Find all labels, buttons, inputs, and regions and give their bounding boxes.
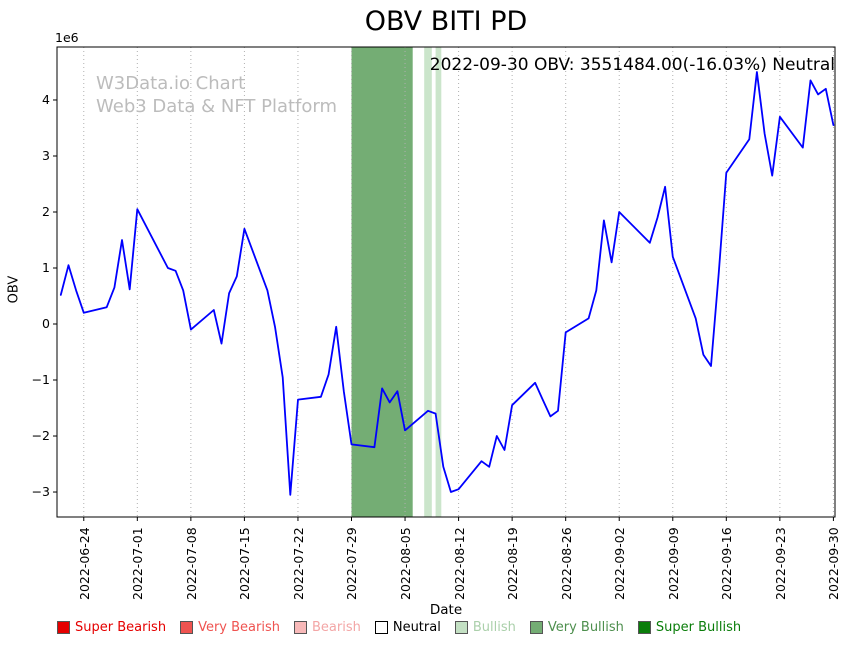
y-tick-label: −1 (31, 372, 50, 387)
legend-swatch (374, 621, 388, 634)
y-tick-label: −2 (31, 428, 50, 444)
legend-label: Very Bullish (547, 620, 624, 635)
y-axis-label: OBV (6, 275, 22, 304)
legend-item-bearish: Bearish (293, 620, 361, 635)
legend-item-super-bearish: Super Bearish (57, 620, 166, 635)
x-tick-label: 2022-07-01 (130, 527, 146, 600)
legend-label: Very Bearish (198, 620, 280, 635)
x-tick-label: 2022-07-08 (183, 527, 199, 600)
legend-label: Super Bearish (75, 620, 167, 635)
legend-swatch (180, 621, 194, 634)
legend-swatch (293, 621, 307, 634)
legend-item-very-bullish: Very Bullish (529, 620, 624, 635)
x-tick-label: 2022-09-16 (719, 527, 735, 600)
legend-label: Bullish (472, 620, 516, 635)
y-tick-label: 2 (42, 203, 50, 219)
legend-item-very-bearish: Very Bearish (180, 620, 280, 635)
x-tick-label: 2022-08-19 (505, 527, 521, 600)
legend-label: Neutral (392, 620, 441, 635)
legend-item-neutral: Neutral (374, 620, 441, 635)
x-tick-label: 2022-08-05 (398, 527, 414, 600)
x-tick-label: 2022-07-22 (290, 527, 306, 600)
legend-label: Bearish (311, 620, 361, 635)
x-tick-label: 2022-09-09 (665, 527, 681, 600)
obv-line (59, 71, 835, 496)
x-axis-label: Date (429, 602, 463, 618)
watermark: W3Data.io Chart Web3 Data & NFT Platform (96, 72, 337, 119)
signal-band-bullish (435, 47, 442, 517)
y-tick-label: 0 (42, 316, 50, 331)
y-tick-label: −3 (31, 484, 50, 500)
x-tick-label: 2022-07-15 (237, 527, 253, 600)
legend-swatch (637, 621, 651, 634)
x-tick-label: 2022-08-12 (451, 527, 467, 600)
signal-band-very-bullish (351, 47, 413, 517)
axes-box (56, 46, 836, 518)
signal-legend: Super Bearish Very Bearish Bearish Neutral B… (57, 620, 741, 635)
legend-swatch (57, 621, 70, 634)
x-tick-label: 2022-09-23 (772, 527, 788, 600)
legend-label: Super Bullish (655, 620, 742, 635)
x-tick-label: 2022-07-29 (344, 527, 360, 600)
watermark-line-1: W3Data.io Chart (96, 73, 246, 94)
y-axis-offset-text: 1e6 (55, 30, 79, 45)
x-tick-label: 2022-06-24 (76, 527, 92, 600)
legend-item-bullish: Bullish (454, 620, 516, 635)
y-tick-label: 4 (42, 91, 50, 107)
chart-title: OBV BITI PD (364, 6, 528, 37)
chart-subtitle: 2022-09-30 OBV: 3551484.00(-16.03%) Neut… (429, 55, 835, 75)
x-tick-label: 2022-09-30 (826, 527, 842, 600)
y-tick-label: 3 (42, 147, 50, 163)
legend-swatch (454, 621, 468, 634)
x-tick-label: 2022-09-02 (612, 527, 628, 600)
x-tick-label: 2022-08-26 (558, 527, 574, 600)
legend-item-super-bullish: Super Bullish (637, 620, 742, 635)
signal-band-bullish (424, 47, 432, 517)
y-tick-label: 1 (42, 259, 50, 275)
legend-swatch (529, 621, 543, 634)
watermark-line-2: Web3 Data & NFT Platform (96, 96, 338, 118)
